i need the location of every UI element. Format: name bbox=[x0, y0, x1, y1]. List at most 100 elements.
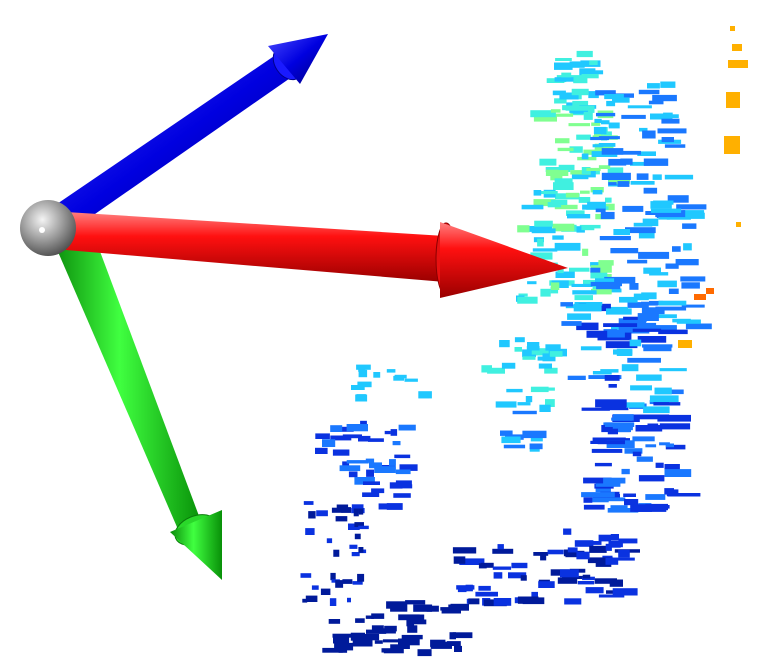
point-cloud-point bbox=[569, 146, 583, 153]
point-cloud-point bbox=[326, 538, 333, 544]
point-cloud-point bbox=[369, 462, 382, 469]
point-cloud-point bbox=[533, 116, 557, 122]
point-cloud-point bbox=[384, 430, 391, 435]
point-cloud-point bbox=[414, 619, 427, 625]
point-cloud-point bbox=[598, 594, 625, 598]
point-cloud-point bbox=[398, 638, 420, 646]
point-cloud-point bbox=[478, 585, 491, 591]
point-cloud-point bbox=[341, 507, 352, 513]
point-cloud-point bbox=[534, 220, 553, 227]
point-cloud-point bbox=[481, 365, 492, 373]
point-cloud-point bbox=[508, 572, 527, 579]
point-cloud-point bbox=[730, 26, 735, 31]
point-cloud-point bbox=[441, 610, 461, 614]
point-cloud-point bbox=[594, 462, 612, 467]
point-cloud-point bbox=[630, 385, 652, 391]
point-cloud-point bbox=[332, 633, 354, 638]
point-cloud-point bbox=[555, 271, 575, 278]
point-cloud-point bbox=[598, 534, 611, 542]
point-cloud-point bbox=[622, 205, 644, 212]
point-cloud-point bbox=[300, 573, 312, 578]
point-cloud-point bbox=[588, 105, 595, 113]
point-cloud-point bbox=[586, 302, 603, 306]
point-cloud-point bbox=[657, 128, 687, 134]
point-cloud-point bbox=[608, 158, 627, 166]
point-cloud-point bbox=[608, 182, 617, 186]
point-cloud-point bbox=[531, 228, 556, 234]
point-cloud-point bbox=[449, 632, 456, 640]
point-cloud-point bbox=[331, 507, 343, 513]
point-cloud-point bbox=[621, 114, 646, 119]
point-cloud-point bbox=[638, 414, 670, 420]
point-cloud-point bbox=[736, 222, 741, 227]
point-cloud-point bbox=[576, 134, 591, 140]
point-cloud-point bbox=[596, 284, 621, 290]
point-cloud-point bbox=[682, 223, 697, 229]
point-cloud-point bbox=[618, 318, 647, 325]
point-cloud-point bbox=[590, 497, 607, 502]
point-cloud-point bbox=[395, 469, 411, 475]
point-cloud-point bbox=[539, 158, 557, 166]
point-cloud-point bbox=[578, 197, 591, 203]
point-cloud-point bbox=[582, 574, 591, 579]
point-cloud-point bbox=[561, 72, 572, 78]
point-cloud-point bbox=[565, 105, 591, 111]
point-cloud-point bbox=[571, 88, 589, 96]
point-cloud-point bbox=[581, 167, 591, 174]
point-cloud-point bbox=[630, 504, 652, 512]
point-cloud-point bbox=[675, 259, 699, 266]
point-cloud-point bbox=[557, 268, 564, 274]
point-cloud-point bbox=[581, 407, 610, 411]
point-cloud-point bbox=[595, 563, 612, 567]
point-cloud-point bbox=[611, 417, 632, 421]
point-cloud-point bbox=[638, 251, 670, 259]
point-cloud-point bbox=[586, 167, 601, 171]
point-cloud-point bbox=[641, 292, 657, 300]
point-cloud-point bbox=[555, 58, 572, 61]
point-cloud-point bbox=[351, 552, 360, 557]
point-cloud-point bbox=[665, 444, 686, 450]
point-cloud-point bbox=[595, 399, 627, 408]
point-cloud-point bbox=[530, 252, 553, 260]
point-cloud-point bbox=[600, 211, 615, 220]
point-cloud-point bbox=[606, 308, 632, 315]
point-cloud-point bbox=[357, 381, 372, 388]
point-cloud-point bbox=[530, 110, 556, 118]
point-cloud-point bbox=[560, 569, 579, 578]
point-cloud-point bbox=[563, 528, 572, 535]
point-cloud-point bbox=[598, 143, 616, 147]
point-cloud-point bbox=[398, 614, 420, 621]
point-cloud-point bbox=[659, 368, 687, 372]
point-cloud-point bbox=[616, 348, 633, 356]
point-cloud-point bbox=[499, 340, 510, 348]
point-cloud-point bbox=[550, 109, 561, 113]
point-cloud-point bbox=[643, 347, 672, 352]
point-cloud-point bbox=[595, 208, 606, 213]
point-cloud-point bbox=[381, 648, 397, 653]
point-cloud-point bbox=[404, 378, 418, 382]
point-cloud-point bbox=[666, 489, 679, 496]
point-cloud-point bbox=[617, 181, 630, 187]
point-cloud-point bbox=[521, 204, 544, 210]
point-cloud-point bbox=[487, 367, 505, 374]
point-cloud-point bbox=[576, 226, 585, 233]
point-cloud-point bbox=[597, 440, 625, 445]
point-cloud-point bbox=[643, 158, 669, 166]
point-cloud-point bbox=[527, 342, 540, 350]
point-cloud-point bbox=[585, 170, 596, 178]
point-cloud-point bbox=[342, 434, 362, 439]
point-cloud-point bbox=[649, 395, 679, 402]
point-cloud-point bbox=[653, 200, 674, 205]
point-cloud-point bbox=[305, 595, 318, 602]
point-cloud-point bbox=[374, 640, 383, 644]
point-cloud-point bbox=[706, 288, 714, 294]
point-cloud-point bbox=[630, 181, 655, 185]
point-cloud-point bbox=[620, 158, 633, 165]
point-cloud-point bbox=[593, 126, 607, 135]
point-cloud-point bbox=[358, 435, 371, 442]
point-cloud-point bbox=[348, 523, 360, 530]
point-cloud-point bbox=[330, 435, 352, 441]
point-cloud-point bbox=[547, 549, 564, 555]
